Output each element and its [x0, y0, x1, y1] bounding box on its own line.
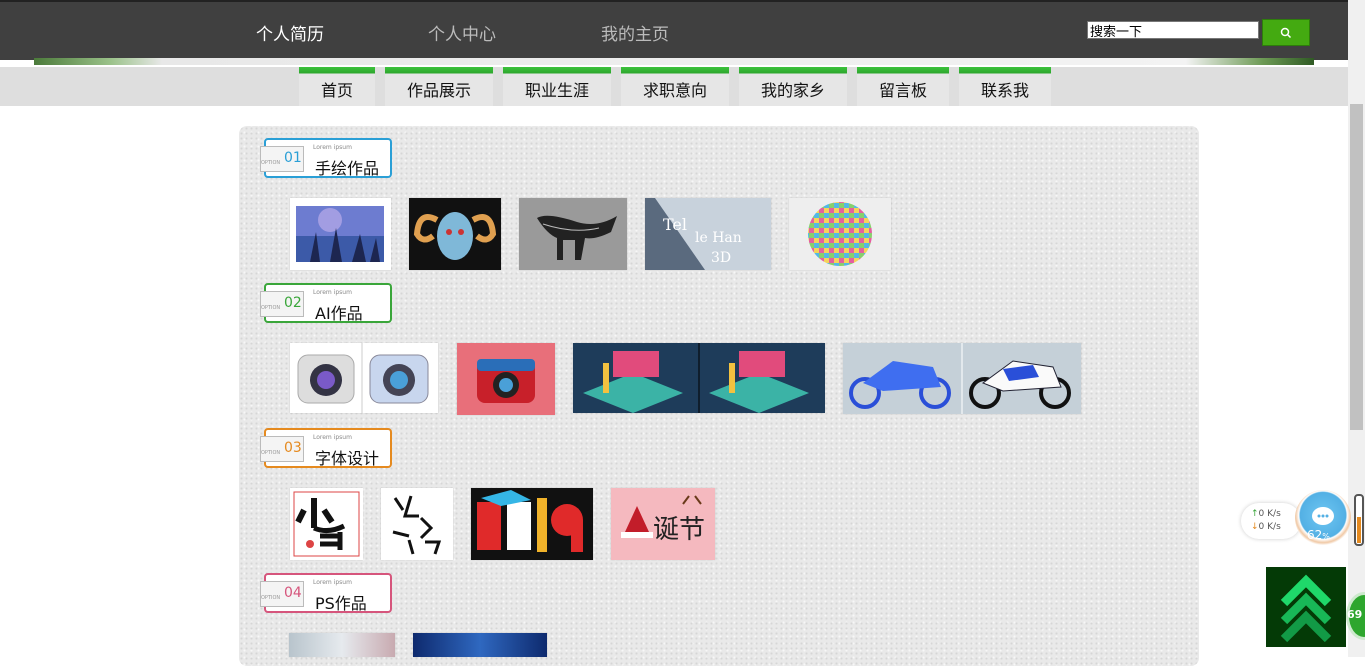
- search-icon: [1280, 27, 1292, 38]
- section-header-font-design: OPTION 03 Lorem ipsum 字体设计: [260, 428, 392, 468]
- section-title: PS作品: [315, 594, 367, 613]
- section-lorem: Lorem ipsum: [313, 144, 352, 151]
- accelerator-ball[interactable]: 62%: [1295, 490, 1351, 546]
- artwork-christmas-typography[interactable]: 诞节: [611, 488, 715, 560]
- chat-bubble-icon: [1312, 507, 1334, 525]
- search-button[interactable]: [1262, 19, 1310, 46]
- section-tab: OPTION: [260, 581, 304, 607]
- section-lorem: Lorem ipsum: [313, 289, 352, 296]
- artwork-isometric-city[interactable]: [573, 343, 825, 413]
- menu-item-career[interactable]: 职业生涯: [503, 67, 611, 106]
- section-lorem: Lorem ipsum: [313, 434, 352, 441]
- header-banner-strip: [34, 58, 1314, 65]
- section-title: 手绘作品: [315, 159, 380, 178]
- tab-label: OPTION: [261, 595, 281, 601]
- percent-unit: %: [1322, 532, 1330, 541]
- section-number: 01: [284, 150, 302, 166]
- menu-item-contact[interactable]: 联系我: [959, 67, 1051, 106]
- artwork-starry-forest[interactable]: [290, 198, 391, 270]
- tab-label: OPTION: [261, 450, 281, 456]
- artwork-color-grid[interactable]: [789, 198, 891, 270]
- search-input[interactable]: [1087, 21, 1259, 39]
- artwork-calligraphy-hello-winter[interactable]: [381, 488, 453, 560]
- svg-text:3D: 3D: [711, 250, 731, 266]
- section-tab: OPTION: [260, 291, 304, 317]
- menu-item-job-intent[interactable]: 求职意向: [621, 67, 729, 106]
- menu-item-home[interactable]: 首页: [299, 67, 375, 106]
- side-slider-handle[interactable]: [1354, 494, 1364, 546]
- section-title: 字体设计: [315, 449, 380, 468]
- artwork-ram-head[interactable]: [409, 198, 501, 270]
- artwork-ps-blue[interactable]: [413, 633, 547, 657]
- nav-homepage[interactable]: 我的主页: [601, 25, 669, 45]
- svg-text:诞节: 诞节: [653, 515, 705, 545]
- artwork-2019-typography[interactable]: [471, 488, 593, 560]
- artwork-camera-icons[interactable]: [290, 343, 438, 413]
- menu-item-hometown[interactable]: 我的家乡: [739, 67, 847, 106]
- double-chevron-up-icon: [1280, 574, 1332, 643]
- badge-number: 69: [1347, 608, 1363, 621]
- section-number: 04: [284, 585, 302, 601]
- section-number: 02: [284, 295, 302, 311]
- svg-text:le Han: le Han: [695, 230, 742, 246]
- section-tab: OPTION: [260, 146, 304, 172]
- main-menu: 首页 作品展示 职业生涯 求职意向 我的家乡 留言板 联系我: [0, 67, 1348, 106]
- upload-speed: ↑0 K/s: [1251, 509, 1281, 519]
- section-title: AI作品: [315, 304, 363, 323]
- download-speed-value: 0 K/s: [1258, 522, 1281, 532]
- tab-label: OPTION: [261, 160, 281, 166]
- svg-text:Tel: Tel: [663, 215, 687, 234]
- artwork-red-camera[interactable]: [457, 343, 555, 415]
- artwork-motorcycles[interactable]: [843, 343, 1081, 414]
- section-number: 03: [284, 440, 302, 456]
- back-to-top-button[interactable]: [1266, 567, 1346, 647]
- scrollbar-thumb[interactable]: [1350, 104, 1363, 430]
- menu-item-works[interactable]: 作品展示: [385, 67, 493, 106]
- nav-personal-center[interactable]: 个人中心: [428, 25, 496, 45]
- artwork-bronze-vessel[interactable]: [519, 198, 627, 270]
- section-lorem: Lorem ipsum: [313, 579, 352, 586]
- percent-value: 62: [1307, 528, 1323, 542]
- network-speed-widget: ↑0 K/s ↓0 K/s: [1241, 503, 1301, 539]
- artwork-ps-winter[interactable]: [289, 633, 395, 657]
- memory-percent: 62%: [1307, 528, 1330, 542]
- tab-label: OPTION: [261, 305, 281, 311]
- side-slider-fill: [1357, 517, 1361, 543]
- download-arrow-icon: ↓: [1251, 522, 1259, 532]
- artwork-typography-3d[interactable]: Tel le Han 3D: [645, 198, 771, 270]
- top-bar: 个人简历 个人中心 我的主页: [0, 0, 1348, 60]
- section-header-hand-drawn: OPTION 01 Lorem ipsum 手绘作品: [260, 138, 392, 178]
- section-header-ps: OPTION 04 Lorem ipsum PS作品: [260, 573, 392, 613]
- section-header-ai: OPTION 02 Lorem ipsum AI作品: [260, 283, 392, 323]
- download-speed: ↓0 K/s: [1251, 522, 1281, 532]
- artwork-xiaoxue-calligraphy[interactable]: [290, 488, 363, 560]
- nav-resume[interactable]: 个人简历: [256, 25, 324, 45]
- section-tab: OPTION: [260, 436, 304, 462]
- upload-arrow-icon: ↑: [1251, 509, 1259, 519]
- upload-speed-value: 0 K/s: [1258, 509, 1281, 519]
- menu-item-guestbook[interactable]: 留言板: [857, 67, 949, 106]
